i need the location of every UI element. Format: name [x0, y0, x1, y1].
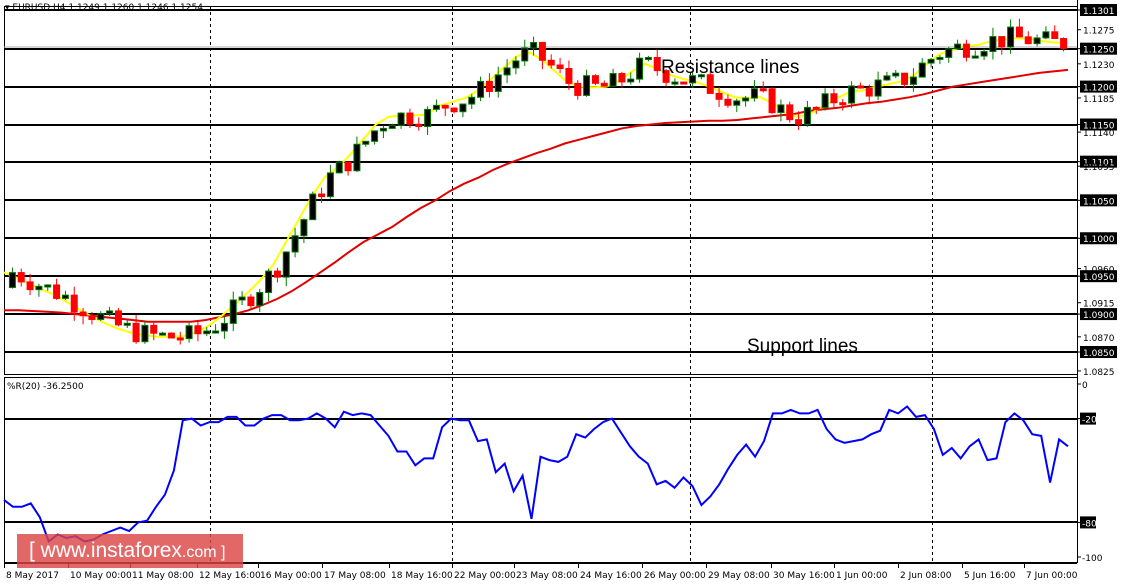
svg-text:17 May 08:00: 17 May 08:00 [324, 571, 386, 581]
svg-text:-20: -20 [1082, 416, 1097, 426]
svg-text:1.1150: 1.1150 [1083, 122, 1115, 132]
svg-text:12 May 16:00: 12 May 16:00 [199, 571, 261, 581]
svg-text:1.1185: 1.1185 [1083, 95, 1115, 105]
indicator-label: %R(20) -36.2500 [7, 382, 84, 392]
svg-text:1.1140: 1.1140 [1083, 129, 1115, 139]
svg-text:1.0915: 1.0915 [1083, 300, 1115, 310]
resistance-annotation: Resistance lines [661, 57, 800, 78]
watermark: [ www.instaforex.com ] [17, 534, 243, 568]
svg-text:7 Jun 00:00: 7 Jun 00:00 [1026, 571, 1078, 581]
chart-frame [4, 6, 1078, 563]
svg-text:24 May 16:00: 24 May 16:00 [580, 571, 642, 581]
svg-text:-100: -100 [1082, 554, 1103, 564]
dropdown-triangle-icon[interactable]: ▾ [5, 3, 10, 13]
symbol-info: ▾ EURUSD,H4 1.1249 1.1260 1.1246 1.1254 [5, 3, 203, 13]
svg-text:5 Jun 16:00: 5 Jun 16:00 [964, 571, 1016, 581]
svg-text:1.1250: 1.1250 [1083, 46, 1115, 56]
svg-text:1.1095: 1.1095 [1083, 163, 1115, 173]
svg-text:1.0870: 1.0870 [1083, 334, 1115, 344]
level-lines [4, 9, 1077, 523]
williams-r-line [3, 405, 1069, 544]
svg-text:1.1230: 1.1230 [1083, 61, 1115, 71]
svg-text:1.0825: 1.0825 [1083, 368, 1115, 378]
svg-text:2 Jun 08:00: 2 Jun 08:00 [900, 571, 952, 581]
svg-text:22 May 00:00: 22 May 00:00 [454, 571, 516, 581]
svg-text:1.1000: 1.1000 [1083, 235, 1115, 245]
svg-text:11 May 08:00: 11 May 08:00 [132, 571, 194, 581]
svg-text:29 May 08:00: 29 May 08:00 [708, 571, 770, 581]
svg-text:8 May 2017: 8 May 2017 [6, 571, 59, 581]
support-annotation: Support lines [747, 336, 858, 357]
separator-lines [210, 6, 933, 563]
svg-text:1.0850: 1.0850 [1083, 349, 1115, 359]
svg-text:1.1050: 1.1050 [1083, 197, 1115, 207]
svg-text:23 May 08:00: 23 May 08:00 [516, 571, 578, 581]
svg-text:0: 0 [1082, 381, 1088, 391]
svg-text:-80: -80 [1082, 519, 1097, 529]
svg-text:1.0900: 1.0900 [1083, 311, 1115, 321]
svg-text:1.1101: 1.1101 [1083, 159, 1115, 169]
candlesticks [8, 18, 1068, 345]
svg-text:1.1200: 1.1200 [1083, 84, 1115, 94]
svg-text:30 May 16:00: 30 May 16:00 [773, 571, 835, 581]
svg-text:26 May 00:00: 26 May 00:00 [644, 571, 706, 581]
moving-averages [3, 37, 1069, 338]
svg-text:18 May 16:00: 18 May 16:00 [391, 571, 453, 581]
svg-text:1.0950: 1.0950 [1083, 273, 1115, 283]
svg-text:1 Jun 00:00: 1 Jun 00:00 [836, 571, 888, 581]
svg-text:1.1275: 1.1275 [1083, 27, 1115, 37]
svg-text:1.1301: 1.1301 [1083, 7, 1115, 17]
svg-text:10 May 00:00: 10 May 00:00 [70, 571, 132, 581]
svg-text:16 May 00:00: 16 May 00:00 [260, 571, 322, 581]
